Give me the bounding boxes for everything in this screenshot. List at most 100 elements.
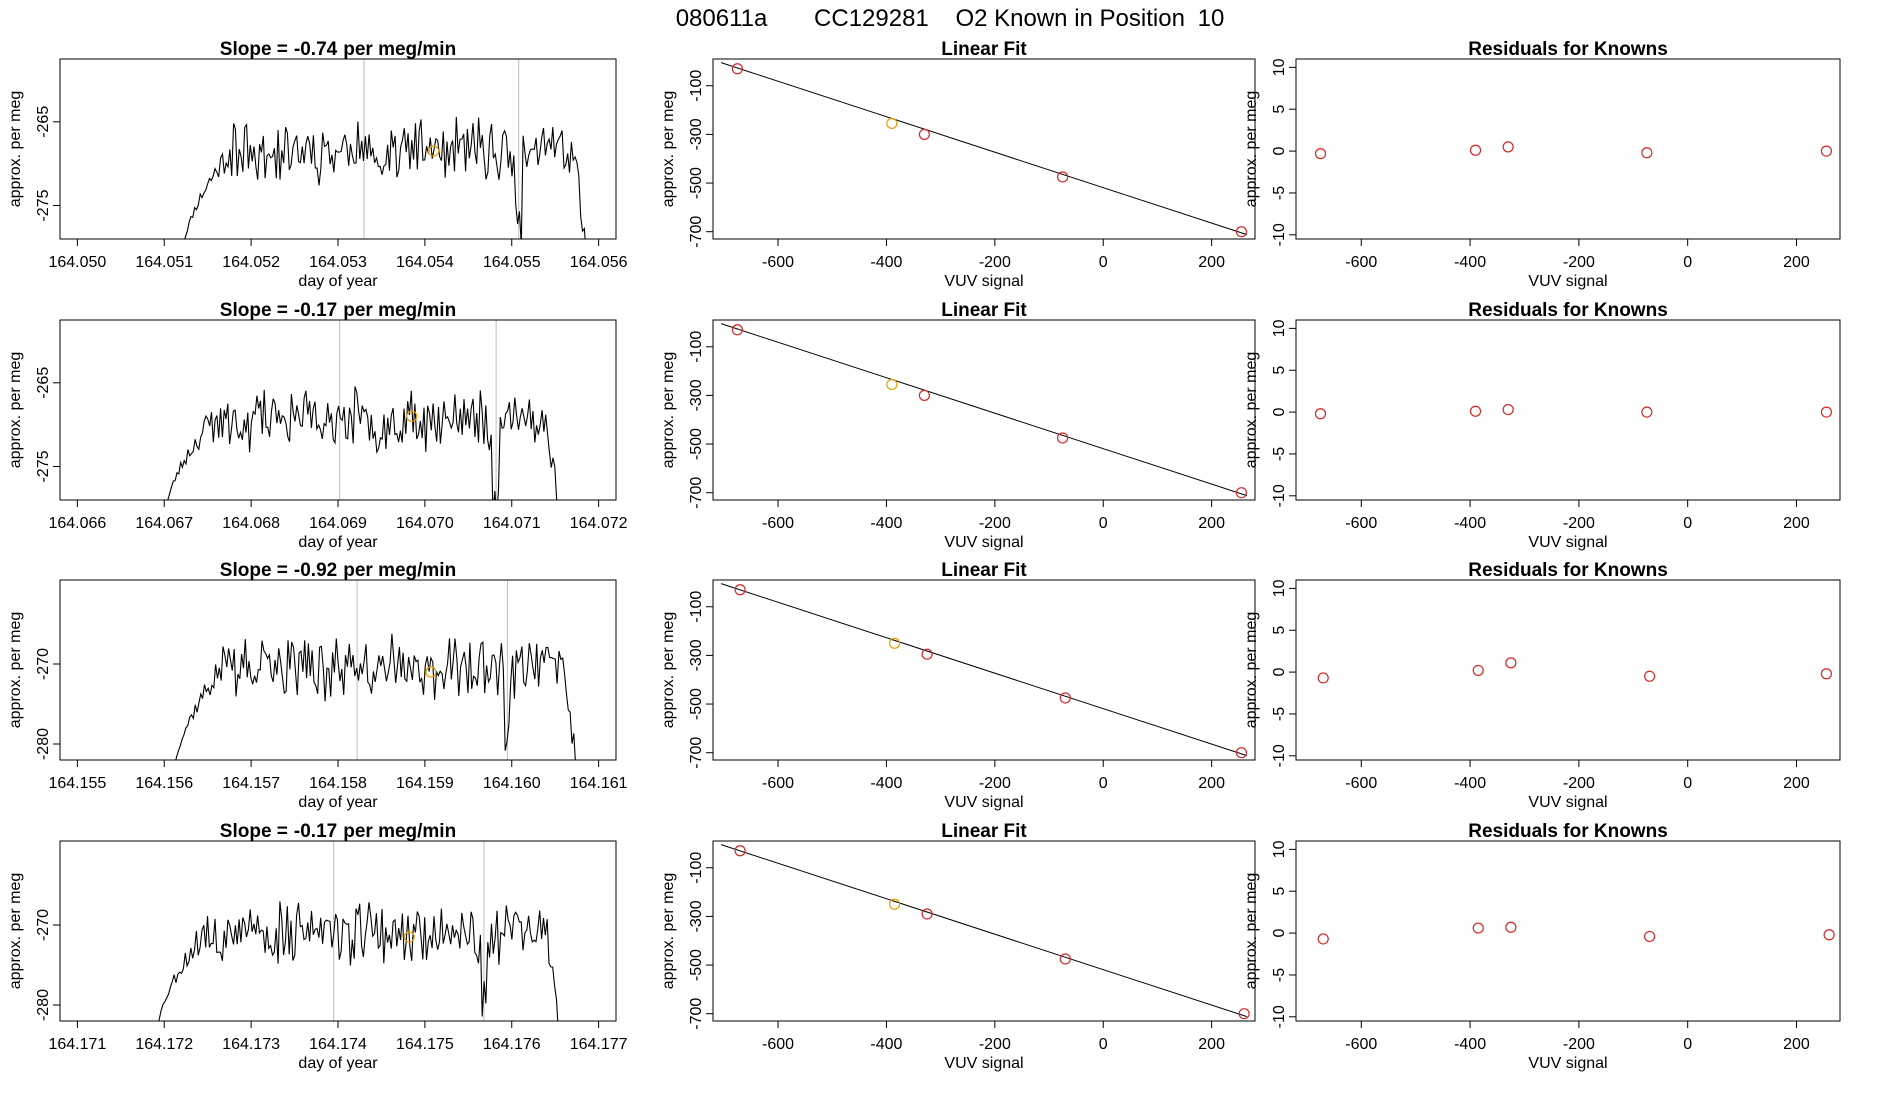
slope-title: Slope = -0.17 per meg/min bbox=[220, 821, 456, 842]
x-tick-label: 164.175 bbox=[396, 1036, 454, 1053]
x-axis: 164.171 164.172 164.173 164.174 164.175 164.1… bbox=[48, 1020, 628, 1053]
x-tick-label: 0 bbox=[1099, 254, 1108, 271]
plot-frame bbox=[1295, 840, 1841, 1022]
slope-unit: per meg/min bbox=[343, 39, 456, 60]
x-tick-label: -200 bbox=[979, 254, 1011, 271]
plot-frame bbox=[1295, 319, 1841, 501]
slope-title: Slope = -0.17 per meg/min bbox=[220, 300, 456, 321]
highlight-point bbox=[425, 666, 437, 678]
panel-title: Linear Fit bbox=[941, 300, 1027, 321]
slope-title: Slope = -0.92 per meg/min bbox=[220, 560, 456, 581]
time-series-panel: Slope = -0.74 per meg/min 164.050 164.051 164… bbox=[7, 39, 628, 290]
x-tick-label: 164.174 bbox=[309, 1036, 367, 1053]
highlight-point bbox=[403, 931, 415, 943]
known-point bbox=[1469, 405, 1482, 417]
y-tick-label: -100 bbox=[688, 70, 705, 102]
known-point bbox=[1502, 403, 1514, 416]
y-axis: -100 -300 -500 -700 bbox=[688, 331, 714, 509]
linear-fit-panel: Linear Fit -600 -400 -200 0 200 VUV signal -100… bbox=[660, 821, 1256, 1072]
y-axis-label: approx. per meg bbox=[1243, 91, 1260, 208]
known-point bbox=[1317, 933, 1329, 945]
x-axis: 164.155 164.156 164.157 164.158 164.159 164.1… bbox=[48, 759, 628, 792]
run-id: 080611a bbox=[676, 5, 768, 32]
panel-title: Residuals for Knowns bbox=[1468, 300, 1668, 321]
slope-prefix: Slope = bbox=[220, 39, 288, 60]
x-axis-label: VUV signal bbox=[1528, 273, 1607, 290]
highlight-point bbox=[406, 410, 418, 422]
x-tick-label: 164.161 bbox=[570, 775, 628, 792]
panel-title: Linear Fit bbox=[941, 821, 1027, 842]
y-tick-label: -100 bbox=[688, 331, 705, 363]
known-point bbox=[734, 845, 746, 857]
known-point-highlight bbox=[886, 117, 898, 130]
x-tick-label: 200 bbox=[1783, 254, 1810, 271]
highlight-point bbox=[427, 145, 440, 157]
x-tick-label: -400 bbox=[870, 1036, 902, 1053]
known-point bbox=[1502, 141, 1514, 153]
y-axis-label: approx. per meg bbox=[1243, 352, 1260, 469]
x-axis-label: VUV signal bbox=[944, 534, 1023, 551]
y-tick-label: 5 bbox=[1271, 626, 1288, 635]
x-tick-label: -600 bbox=[762, 775, 794, 792]
plot-frame bbox=[59, 579, 617, 761]
x-axis-label: VUV signal bbox=[944, 273, 1023, 290]
known-point bbox=[1820, 145, 1833, 157]
y-tick-label: -500 bbox=[688, 949, 705, 981]
x-tick-label: -200 bbox=[1563, 515, 1595, 532]
time-series-panel: Slope = -0.92 per meg/min 164.155 164.156 164… bbox=[7, 560, 628, 811]
known-point bbox=[1314, 148, 1327, 160]
known-point bbox=[1235, 747, 1248, 759]
known-label: O2 Known in Position bbox=[955, 5, 1184, 32]
panels-grid: Slope = -0.74 per meg/min 164.050 164.051 164… bbox=[7, 39, 1841, 1072]
y-tick-label: -275 bbox=[35, 450, 52, 482]
x-axis: -600 -400 -200 0 200 bbox=[762, 1020, 1225, 1053]
y-tick-label: -500 bbox=[688, 428, 705, 460]
y-axis: -270 -280 bbox=[35, 909, 61, 1021]
x-tick-label: -400 bbox=[1454, 775, 1486, 792]
panel-title: Residuals for Knowns bbox=[1468, 560, 1668, 581]
x-axis-label: day of year bbox=[298, 534, 378, 551]
x-tick-label: 164.156 bbox=[135, 775, 193, 792]
x-tick-label: -400 bbox=[870, 254, 902, 271]
x-axis: -600 -400 -200 0 200 bbox=[1345, 1020, 1810, 1053]
x-tick-label: 164.072 bbox=[570, 515, 628, 532]
tank-id: CC129281 bbox=[814, 5, 929, 32]
y-tick-label: -10 bbox=[1271, 223, 1288, 246]
y-tick-label: -700 bbox=[688, 998, 705, 1030]
slope-value: -0.74 bbox=[294, 39, 338, 60]
known-point bbox=[918, 389, 930, 402]
x-tick-label: 164.171 bbox=[48, 1036, 106, 1053]
known-point bbox=[1059, 692, 1071, 704]
y-tick-label: 0 bbox=[1271, 929, 1288, 938]
y-axis-label: approx. per meg bbox=[7, 352, 24, 469]
y-tick-label: -300 bbox=[688, 639, 705, 671]
x-tick-label: 200 bbox=[1783, 1036, 1810, 1053]
x-tick-label: -200 bbox=[1563, 254, 1595, 271]
x-tick-label: 164.053 bbox=[309, 254, 367, 271]
x-axis-label: day of year bbox=[298, 794, 378, 811]
x-tick-label: 164.070 bbox=[396, 515, 454, 532]
x-tick-label: 164.056 bbox=[570, 254, 628, 271]
x-tick-label: 164.050 bbox=[48, 254, 106, 271]
linear-fit-panel: Linear Fit -600 -400 -200 0 200 VUV signal -100… bbox=[660, 39, 1256, 290]
x-axis: -600 -400 -200 0 200 bbox=[1345, 499, 1810, 532]
known-point bbox=[1314, 408, 1327, 420]
slope-prefix: Slope = bbox=[220, 560, 288, 581]
known-point bbox=[1056, 171, 1069, 183]
y-tick-label: -270 bbox=[35, 648, 52, 680]
x-axis: -600 -400 -200 0 200 bbox=[1345, 759, 1810, 792]
known-point bbox=[1235, 487, 1248, 499]
signal-trace bbox=[167, 386, 558, 500]
known-point bbox=[1238, 1008, 1250, 1020]
y-tick-label: -280 bbox=[35, 728, 52, 760]
x-axis: 164.050 164.051 164.052 164.053 164.054 164.0… bbox=[48, 238, 628, 271]
x-tick-label: 200 bbox=[1783, 775, 1810, 792]
fit-line bbox=[720, 323, 1248, 497]
x-tick-label: -600 bbox=[762, 254, 794, 271]
x-tick-label: 0 bbox=[1683, 775, 1692, 792]
y-tick-label: 10 bbox=[1271, 58, 1288, 76]
y-tick-label: -300 bbox=[688, 900, 705, 932]
known-point bbox=[731, 324, 743, 336]
panel-title: Residuals for Knowns bbox=[1468, 39, 1668, 60]
